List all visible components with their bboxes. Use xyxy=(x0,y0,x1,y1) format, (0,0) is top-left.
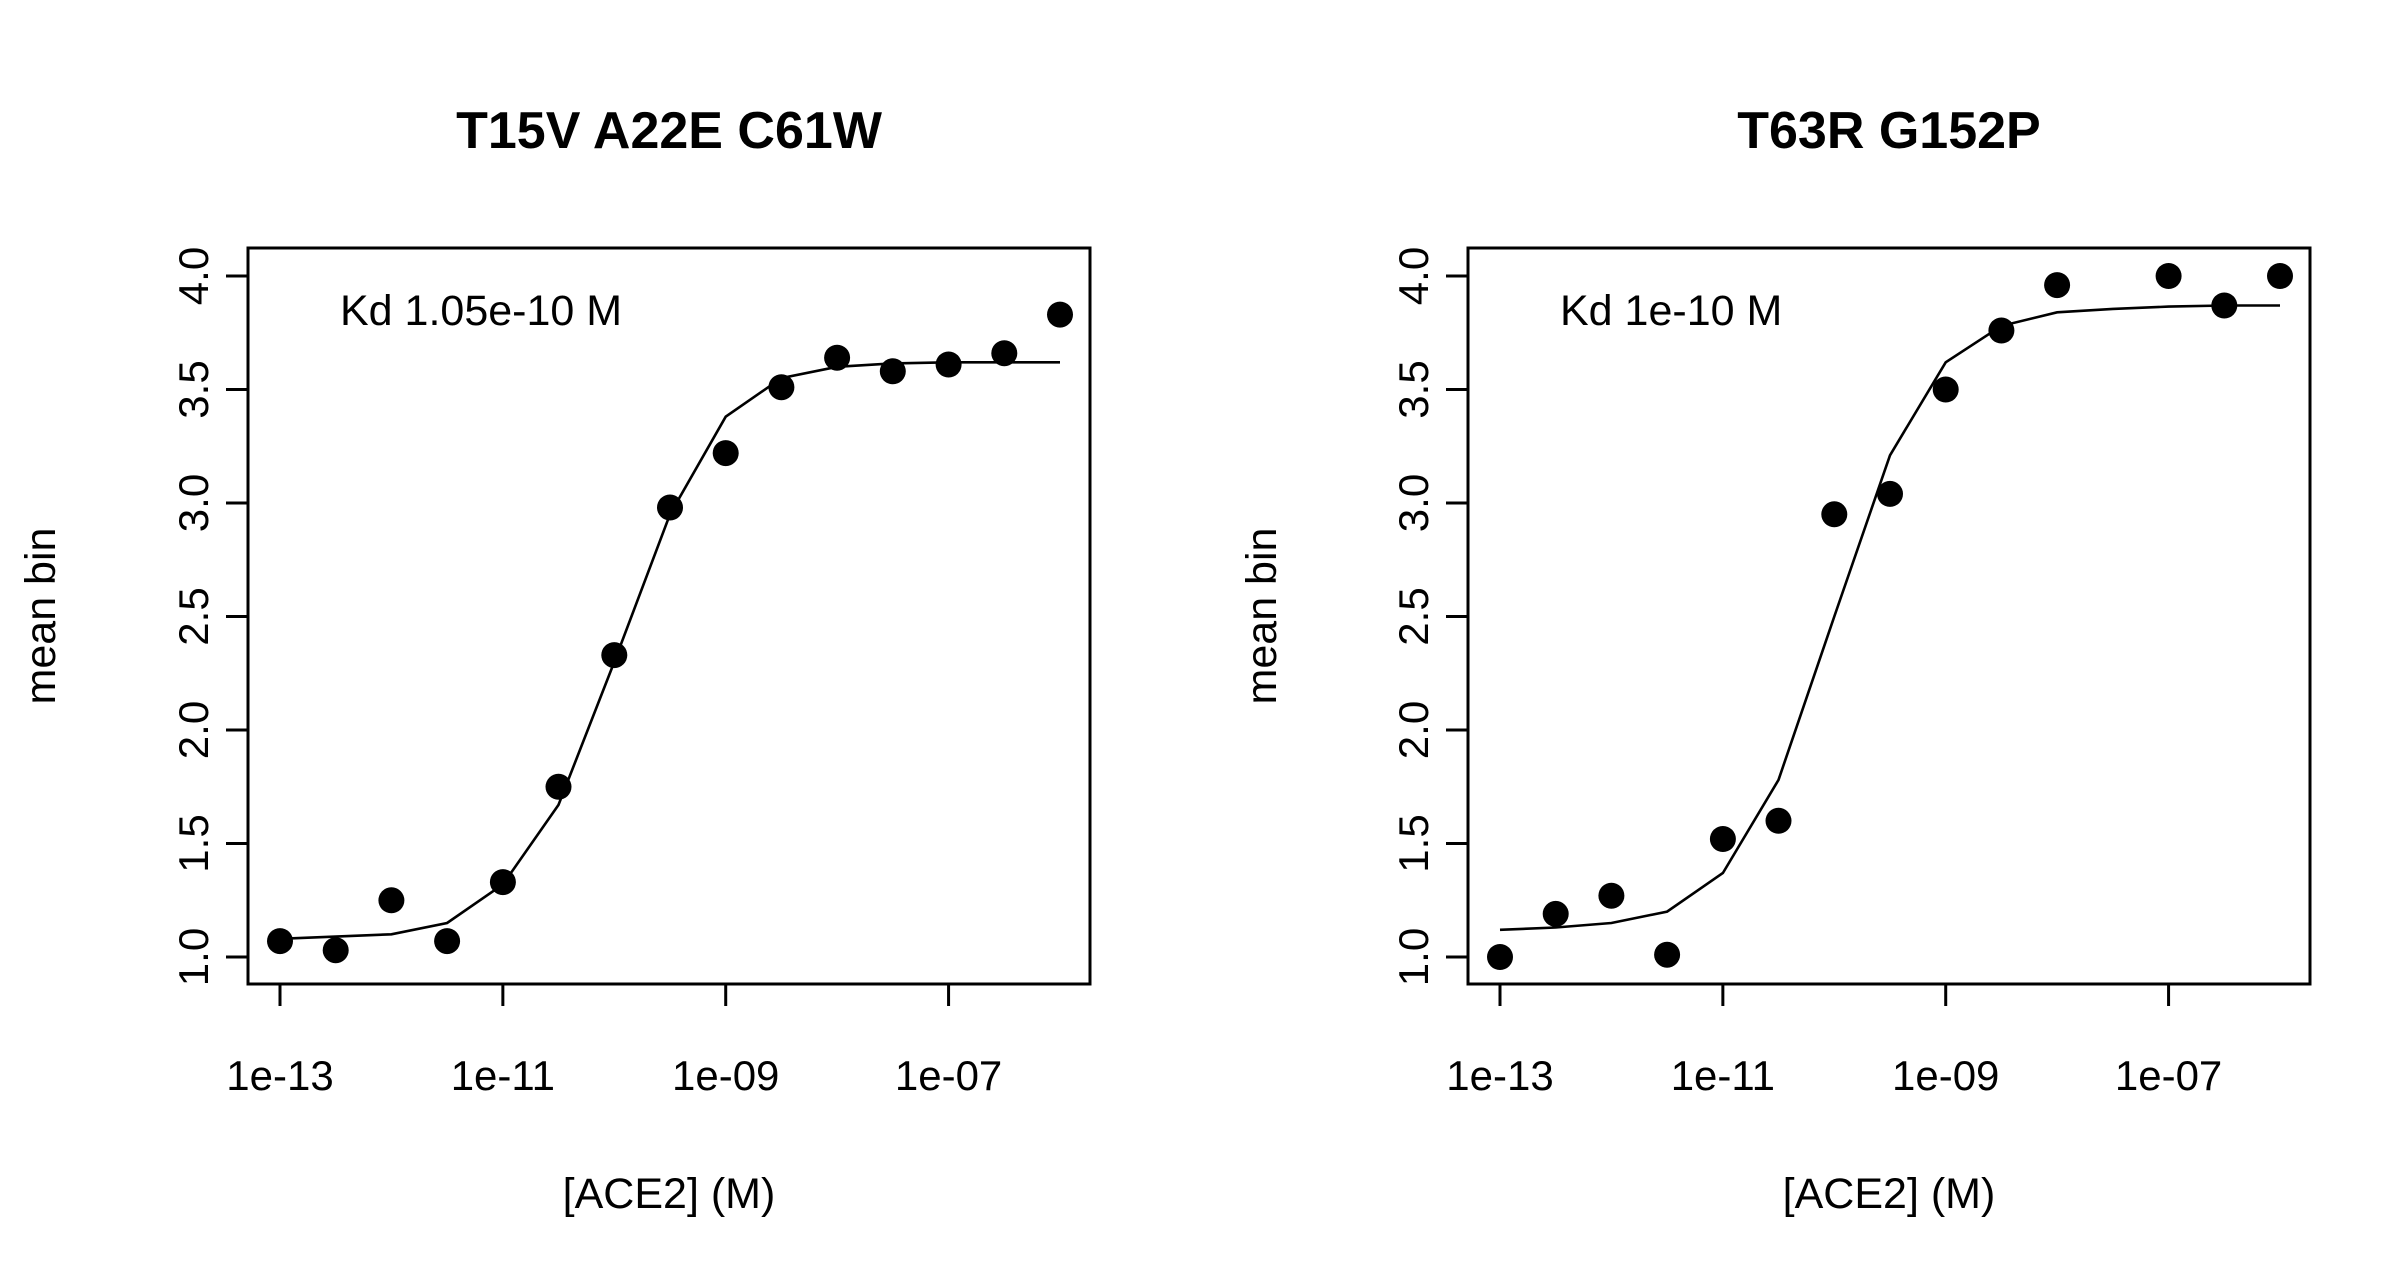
data-point xyxy=(935,351,962,378)
data-point xyxy=(378,887,405,914)
data-point xyxy=(991,340,1018,367)
chart-title: T15V A22E C61W xyxy=(456,102,883,160)
data-point xyxy=(712,440,739,467)
data-point xyxy=(1542,900,1569,927)
x-tick-label: 1e-13 xyxy=(226,1052,333,1099)
y-tick-label: 1.5 xyxy=(1390,814,1437,872)
data-point xyxy=(1709,826,1736,852)
data-point xyxy=(657,494,683,521)
y-tick-label: 2.5 xyxy=(170,587,217,645)
data-point xyxy=(1988,317,2015,344)
data-point xyxy=(267,928,293,955)
y-tick-label: 2.5 xyxy=(1390,587,1437,645)
y-tick-label: 3.5 xyxy=(1390,360,1437,418)
data-point xyxy=(1877,480,1903,507)
x-tick-label: 1e-11 xyxy=(451,1052,555,1099)
x-tick-label: 1e-07 xyxy=(2115,1052,2222,1099)
data-point xyxy=(1598,882,1625,909)
y-tick-label: 1.0 xyxy=(1390,928,1437,986)
data-point xyxy=(434,928,461,955)
y-tick-label: 1.5 xyxy=(170,814,217,872)
data-point xyxy=(824,344,851,371)
x-tick-label: 1e-09 xyxy=(1892,1052,1999,1099)
x-tick-label: 1e-11 xyxy=(1671,1052,1775,1099)
plot-panel-right: T63R G152P 1.0 1.5 2.0 2.5 3.0 3.5 4.0 1e-13 1e-1… xyxy=(1238,102,2312,1218)
data-point xyxy=(879,358,906,385)
data-point xyxy=(768,374,795,401)
data-point xyxy=(1047,301,1073,328)
kd-annotation: Kd 1e-10 M xyxy=(1560,287,1782,335)
kd-annotation: Kd 1.05e-10 M xyxy=(340,287,622,335)
plot-frame xyxy=(1466,246,2312,986)
x-tick-label: 1e-09 xyxy=(672,1052,779,1099)
y-tick-label: 2.0 xyxy=(170,701,217,759)
y-tick-label: 4.0 xyxy=(1390,247,1437,305)
y-axis-title: mean bin xyxy=(1238,528,1286,705)
data-point xyxy=(489,869,516,896)
plot-panel-left: T15V A22E C61W 1.0 1.5 2.0 2.5 3.0 3.5 4.0 1e-13… xyxy=(17,102,1092,1218)
y-tick-label: 4.0 xyxy=(170,247,217,305)
data-point xyxy=(2155,263,2182,289)
x-tick-label: 1e-07 xyxy=(895,1052,1002,1099)
plot-frame xyxy=(246,246,1092,986)
data-point xyxy=(1654,941,1681,968)
x-axis-title: [ACE2] (M) xyxy=(1783,1170,1996,1218)
data-point xyxy=(1487,944,1513,970)
data-point xyxy=(1821,501,1848,528)
fit-curve xyxy=(279,360,1060,941)
data-point xyxy=(322,937,349,964)
y-tick-label: 3.5 xyxy=(170,360,217,418)
chart-title: T63R G152P xyxy=(1737,102,2041,160)
y-tick-label: 2.0 xyxy=(1390,701,1437,759)
y-tick-label: 3.0 xyxy=(170,474,217,532)
x-tick-label: 1e-13 xyxy=(1446,1052,1553,1099)
y-axis-title: mean bin xyxy=(17,528,65,705)
data-point xyxy=(2267,263,2293,289)
data-point xyxy=(1932,376,1959,403)
data-point xyxy=(2044,272,2071,299)
data-point xyxy=(601,642,628,669)
fit-curve xyxy=(1499,304,2280,932)
y-tick-label: 3.0 xyxy=(1390,474,1437,532)
data-point xyxy=(2211,292,2238,319)
y-tick-label: 1.0 xyxy=(170,928,217,986)
data-point xyxy=(545,773,572,800)
data-point xyxy=(1765,807,1792,834)
x-axis-title: [ACE2] (M) xyxy=(563,1170,776,1218)
